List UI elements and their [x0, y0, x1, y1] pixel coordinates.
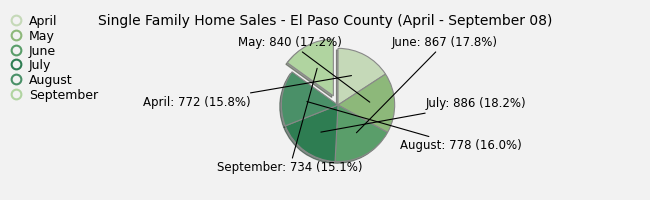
Wedge shape	[287, 39, 333, 96]
Text: September: 734 (15.1%): September: 734 (15.1%)	[217, 68, 363, 174]
Wedge shape	[338, 48, 385, 105]
Legend: April, May, June, July, August, September: April, May, June, July, August, Septembe…	[6, 12, 100, 105]
Wedge shape	[281, 72, 338, 126]
Text: August: 778 (16.0%): August: 778 (16.0%)	[307, 102, 522, 152]
Text: July: 886 (18.2%): July: 886 (18.2%)	[321, 97, 526, 132]
Wedge shape	[338, 74, 395, 132]
Wedge shape	[335, 105, 387, 162]
Text: Single Family Home Sales - El Paso County (April - September 08): Single Family Home Sales - El Paso Count…	[98, 14, 552, 28]
Wedge shape	[285, 105, 338, 162]
Text: May: 840 (17.2%): May: 840 (17.2%)	[238, 36, 370, 102]
Text: June: 867 (17.8%): June: 867 (17.8%)	[356, 36, 498, 133]
Text: April: 772 (15.8%): April: 772 (15.8%)	[142, 76, 352, 109]
